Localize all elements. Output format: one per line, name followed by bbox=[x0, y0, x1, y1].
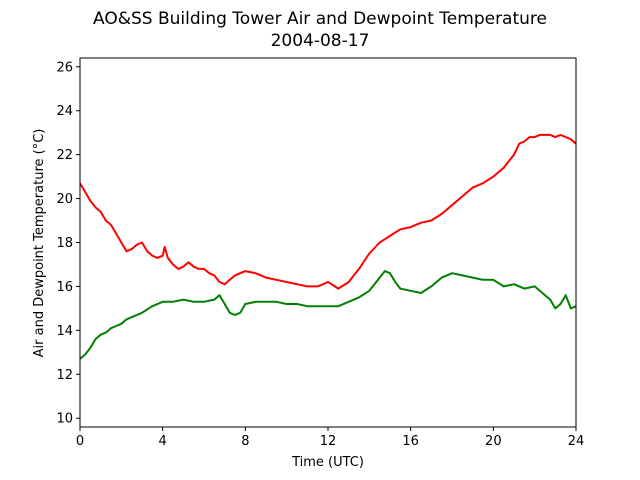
x-tick-label: 16 bbox=[402, 434, 419, 449]
chart-subtitle: 2004-08-17 bbox=[271, 31, 370, 51]
x-tick-label: 12 bbox=[320, 434, 337, 449]
y-axis-label: Air and Dewpoint Temperature (°C) bbox=[32, 129, 47, 358]
x-tick-label: 24 bbox=[568, 434, 585, 449]
axis-ticks: 0 4 8 12 16 20 24 10 12 14 16 18 20 22 24 26 bbox=[56, 60, 584, 449]
y-tick-label: 14 bbox=[56, 324, 73, 339]
y-tick-label: 12 bbox=[56, 368, 73, 383]
x-axis-label: Time (UTC) bbox=[291, 455, 364, 470]
y-tick-label: 18 bbox=[56, 236, 73, 251]
y-tick-label: 20 bbox=[56, 192, 73, 207]
x-tick-label: 20 bbox=[485, 434, 502, 449]
x-tick-label: 8 bbox=[241, 434, 249, 449]
plot-lines bbox=[79, 133, 577, 360]
series-line-1 bbox=[79, 270, 577, 360]
x-tick-label: 4 bbox=[159, 434, 167, 449]
y-tick-label: 24 bbox=[56, 104, 73, 119]
x-tick-label: 0 bbox=[76, 434, 84, 449]
y-tick-label: 10 bbox=[56, 412, 73, 427]
y-tick-label: 16 bbox=[56, 280, 73, 295]
y-tick-label: 26 bbox=[56, 60, 73, 75]
series-line-0 bbox=[79, 133, 577, 290]
chart-title: AO&SS Building Tower Air and Dewpoint Te… bbox=[93, 9, 547, 29]
y-tick-label: 22 bbox=[56, 148, 73, 163]
plot-frame bbox=[79, 57, 577, 428]
